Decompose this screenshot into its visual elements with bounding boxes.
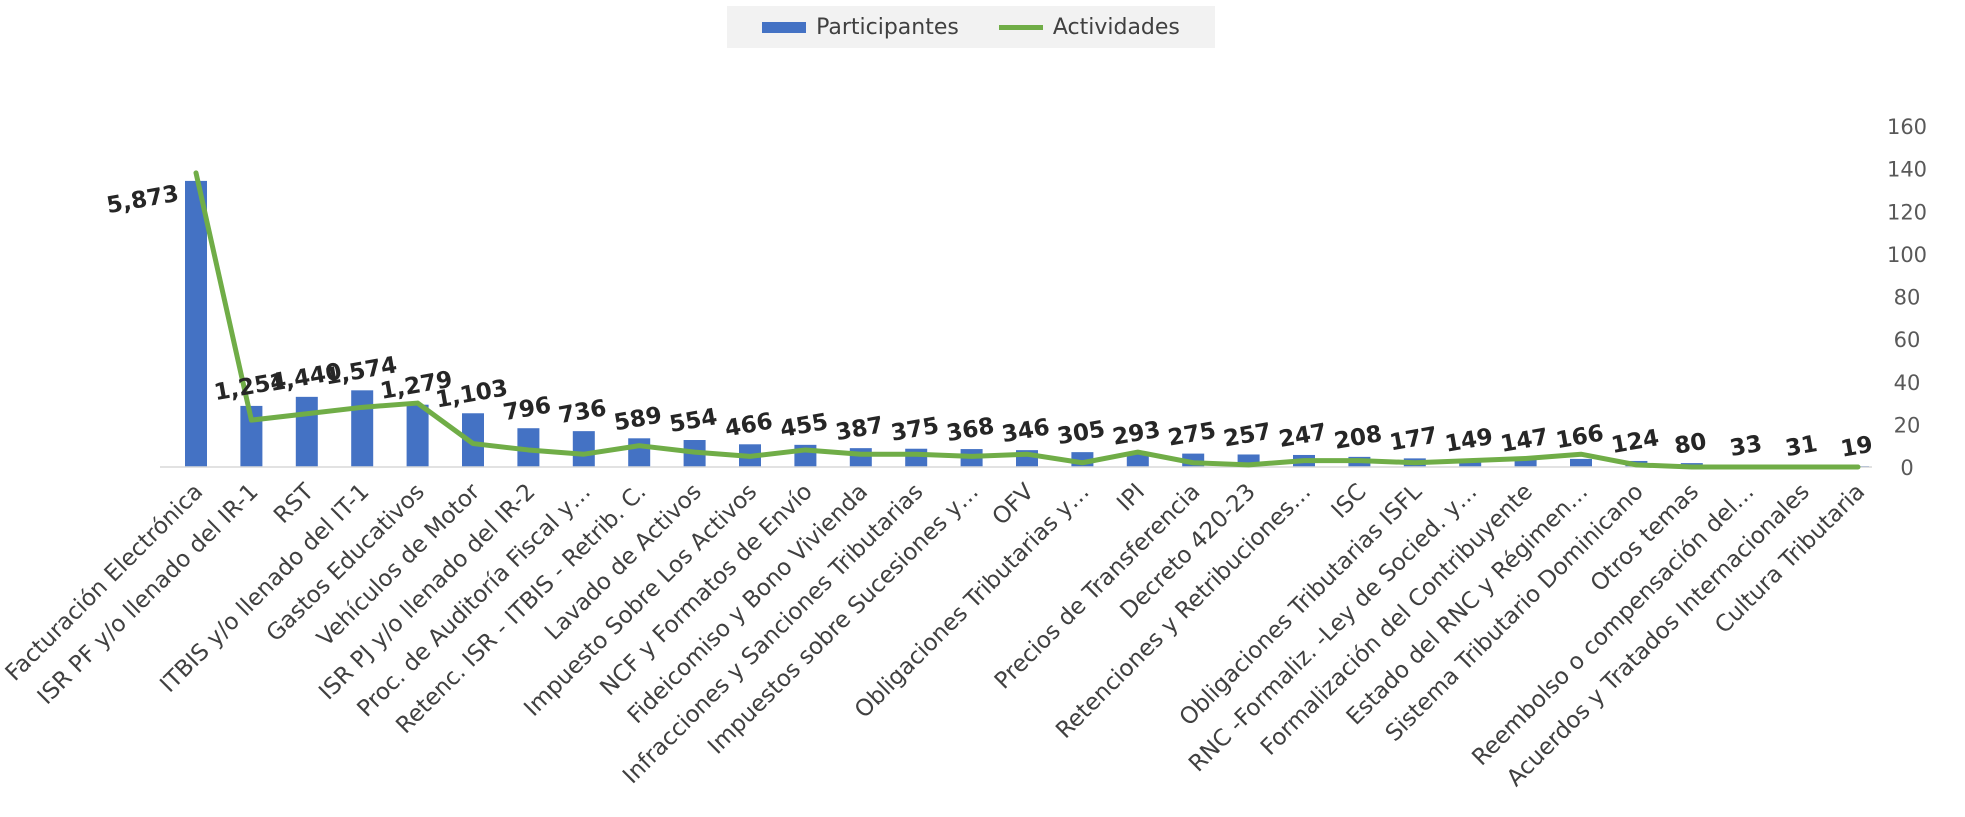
legend-swatch-actividades <box>998 24 1043 30</box>
data-label-21: 247 <box>1277 419 1329 453</box>
data-label-10: 554 <box>667 404 719 438</box>
data-label-23: 177 <box>1388 423 1440 457</box>
data-label-18: 293 <box>1111 417 1163 451</box>
legend-label-participantes: Participantes <box>816 14 959 40</box>
data-label-13: 387 <box>834 412 886 446</box>
legend-swatch-participantes <box>762 21 807 33</box>
bar-6 <box>462 413 484 467</box>
bar-3 <box>295 396 318 467</box>
x-tick-label-2: ISR PF y/o llenado del IR-1 <box>33 479 264 710</box>
data-label-26: 166 <box>1554 420 1606 454</box>
data-label-22: 208 <box>1332 421 1384 455</box>
x-tick-label-18: IPI <box>1112 479 1150 517</box>
data-label-8: 736 <box>557 395 609 429</box>
data-label-29: 33 <box>1728 431 1764 462</box>
bar-26 <box>1570 458 1592 467</box>
legend-item-actividades[interactable]: Actividades <box>998 14 1180 40</box>
bar-18 <box>1126 452 1149 467</box>
chart-legend: Participantes Actividades <box>727 6 1215 48</box>
data-label-31: 19 <box>1839 432 1875 463</box>
data-label-12: 455 <box>778 409 830 443</box>
y-tick-label: 100 <box>1887 243 1927 267</box>
data-label-15: 368 <box>944 413 996 447</box>
legend-item-participantes[interactable]: Participantes <box>762 15 959 40</box>
data-label-14: 375 <box>889 413 941 447</box>
bar-24 <box>1459 459 1482 467</box>
data-label-24: 149 <box>1443 424 1495 458</box>
data-label-11: 466 <box>723 408 775 442</box>
bar-9 <box>628 438 651 467</box>
bar-1 <box>185 180 207 467</box>
data-label-17: 305 <box>1055 416 1107 450</box>
y-tick-label: 160 <box>1887 115 1927 139</box>
data-label-20: 257 <box>1221 419 1273 453</box>
data-label-1: 5,873 <box>105 181 181 219</box>
data-label-19: 275 <box>1166 418 1218 452</box>
y-tick-label: 0 <box>1900 456 1913 480</box>
x-tick-label-22: ISC <box>1327 479 1372 524</box>
data-label-16: 346 <box>1000 414 1052 448</box>
bar-8 <box>572 431 595 467</box>
line-series-actividades <box>193 170 1861 470</box>
bar-14 <box>905 448 928 467</box>
y-tick-label: 20 <box>1894 413 1921 437</box>
data-label-28: 80 <box>1673 429 1709 460</box>
bar-25 <box>1514 459 1537 467</box>
bar-5 <box>406 404 429 467</box>
y-tick-label: 40 <box>1894 371 1921 395</box>
y-tick-label: 140 <box>1887 158 1927 182</box>
legend-label-actividades: Actividades <box>1052 14 1180 40</box>
data-label-27: 124 <box>1609 425 1661 459</box>
bar-13 <box>849 448 872 467</box>
y-tick-label: 80 <box>1894 286 1921 310</box>
data-label-9: 589 <box>612 402 664 436</box>
y-tick-label: 120 <box>1887 200 1927 224</box>
x-tick-label-3: RST <box>269 478 320 529</box>
right-y-axis: 0 20 40 60 80 100 120 140 160 <box>1887 115 1927 480</box>
data-label-30: 31 <box>1783 431 1819 462</box>
bar-4 <box>351 390 374 467</box>
y-tick-label: 60 <box>1894 328 1921 352</box>
data-label-25: 147 <box>1498 424 1550 458</box>
